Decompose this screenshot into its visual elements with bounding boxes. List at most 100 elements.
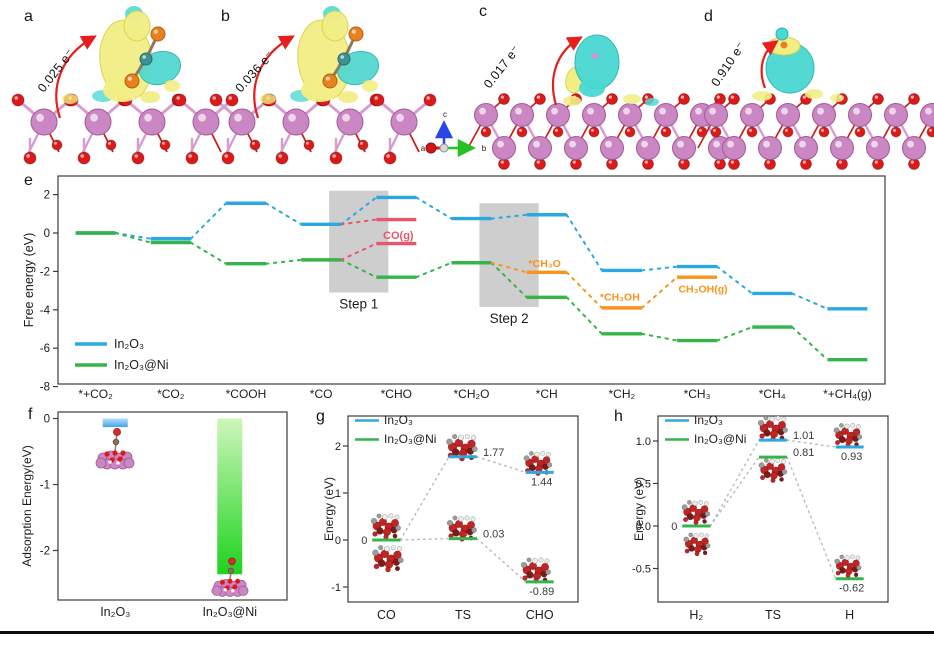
annotation: *CH₃O (529, 258, 561, 270)
y-tick-label: 0 (44, 414, 50, 426)
x-category-label: CO (377, 608, 396, 622)
connector (565, 213, 603, 272)
y-tick-label: -4 (40, 305, 51, 317)
legend-label: In₂O₃@Ni (114, 358, 169, 372)
x-category-label: *CH (536, 387, 558, 401)
legend-label: In₂O₃@Ni (694, 432, 746, 446)
connector (640, 276, 679, 309)
y-axis-title-h: Energy (eV) (632, 477, 646, 541)
value-label: -0.89 (529, 586, 554, 598)
connector (786, 439, 837, 448)
axis-indicator: c b a (421, 110, 487, 158)
y-tick-label: 2 (335, 441, 341, 453)
panel-letter-h: h (614, 408, 623, 425)
connector (716, 265, 754, 295)
x-category-label: H (845, 608, 854, 622)
x-category-label: *CH₄ (759, 387, 786, 401)
connector (340, 258, 378, 279)
connector (476, 456, 527, 474)
step-highlight (479, 203, 539, 307)
connector (340, 196, 378, 226)
molecule-inset (683, 532, 711, 557)
connector (114, 232, 152, 240)
connector (716, 326, 754, 342)
connector (490, 261, 528, 274)
annotation: CH₃OH(g) (678, 284, 727, 296)
connector (415, 196, 453, 220)
value-label: 1.77 (483, 447, 504, 459)
connector (490, 213, 528, 220)
connector (476, 537, 527, 583)
connector (340, 242, 378, 261)
y-tick-label: -1 (40, 480, 50, 492)
connector (565, 296, 603, 335)
connector (399, 537, 450, 541)
value-label: 0.81 (793, 447, 814, 459)
x-category-label: *+CH₄(g) (823, 387, 872, 401)
charge-density-model (11, 6, 239, 165)
y-tick-label: 0 (335, 535, 341, 547)
figure-bottom-rule (0, 631, 934, 634)
value-label: 0.93 (841, 451, 862, 463)
connector (565, 271, 603, 309)
axes-box-h (657, 415, 889, 603)
legend-label: In₂O₃ (384, 413, 413, 427)
x-category-label: *CH₂O (454, 387, 490, 401)
molecule-inset (757, 415, 788, 442)
x-category-label: *CHO (381, 387, 412, 401)
connector (415, 261, 453, 279)
connector (189, 202, 227, 240)
charge-transfer-arrow (253, 35, 295, 119)
axis-c-label: c (443, 110, 447, 119)
charge-density-model (209, 6, 437, 165)
legend-label: In₂O₃ (694, 413, 723, 427)
value-label: 0 (361, 535, 367, 547)
connector (189, 241, 227, 265)
x-category-label: *COOH (226, 387, 267, 401)
molecule-inset (372, 544, 404, 573)
connector (399, 456, 450, 541)
axes-box-e (57, 175, 886, 385)
value-label: 0 (671, 521, 677, 533)
charge-density-model (467, 34, 732, 170)
x-category-label: TS (455, 608, 471, 622)
step-label: Step 2 (490, 311, 529, 326)
value-label: -0.62 (839, 583, 864, 595)
molecule-inset (758, 458, 788, 483)
bar-in2o3-ni (217, 418, 243, 575)
x-category-label: *CH₃ (684, 387, 711, 401)
y-axis-title-e: Free energy (eV) (22, 233, 36, 327)
charge-transfer-arrow (760, 40, 779, 89)
panel-letter-e: e (24, 172, 33, 189)
x-category-label: TS (765, 608, 781, 622)
value-label: 1.44 (531, 476, 552, 488)
annotation: CO(g) (383, 230, 414, 242)
x-category-label: *CO₂ (157, 387, 185, 401)
connector (264, 202, 303, 226)
connector (709, 439, 760, 527)
value-label: 0.03 (483, 529, 504, 541)
molecule-inset (833, 423, 863, 448)
panel-letter-a: a (24, 8, 33, 25)
x-category-label: In₂O₃ (100, 605, 130, 619)
molecule-inset (211, 557, 249, 597)
x-category-label: CHO (526, 608, 554, 622)
molecule-inset (370, 513, 401, 540)
axes-box-g (347, 415, 579, 603)
panel-letter-c: c (479, 3, 487, 20)
x-category-label: *+CO₂ (78, 387, 113, 401)
y-tick-label: -2 (40, 546, 50, 558)
panel-letter-d: d (704, 8, 713, 25)
panel-letter-f: f (28, 406, 33, 423)
connector (786, 456, 837, 580)
panel-letter-g: g (316, 408, 325, 425)
y-tick-label: 1.0 (636, 436, 651, 448)
bar-in2o3 (102, 418, 128, 428)
y-axis-title-f: Adsorption Energy(eV) (20, 445, 34, 566)
x-category-label: *CO (310, 387, 333, 401)
axis-b-label: b (482, 144, 487, 153)
y-tick-label: -2 (40, 266, 50, 278)
connector (114, 232, 152, 244)
